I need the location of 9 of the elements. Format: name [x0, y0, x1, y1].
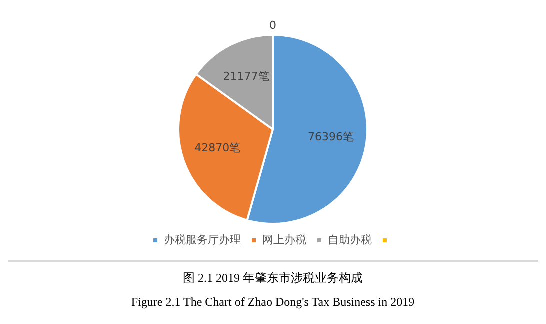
data-label: 21177笔 — [223, 70, 270, 84]
legend-label: 办税服务厅办理 — [164, 233, 241, 246]
legend-label: 网上办税 — [262, 233, 306, 246]
data-label: 76396笔 — [308, 130, 354, 144]
data-label: 42870笔 — [194, 142, 241, 155]
legend-label: 自助办税 — [328, 233, 372, 246]
caption: Figure 2.1 The Chart of Zhao Dong's Tax Business in 2019 — [130, 295, 416, 310]
caption: 图 2.1 2019 年肇东市涉税业务构成 — [182, 270, 364, 287]
text: 0 — [270, 18, 276, 32]
